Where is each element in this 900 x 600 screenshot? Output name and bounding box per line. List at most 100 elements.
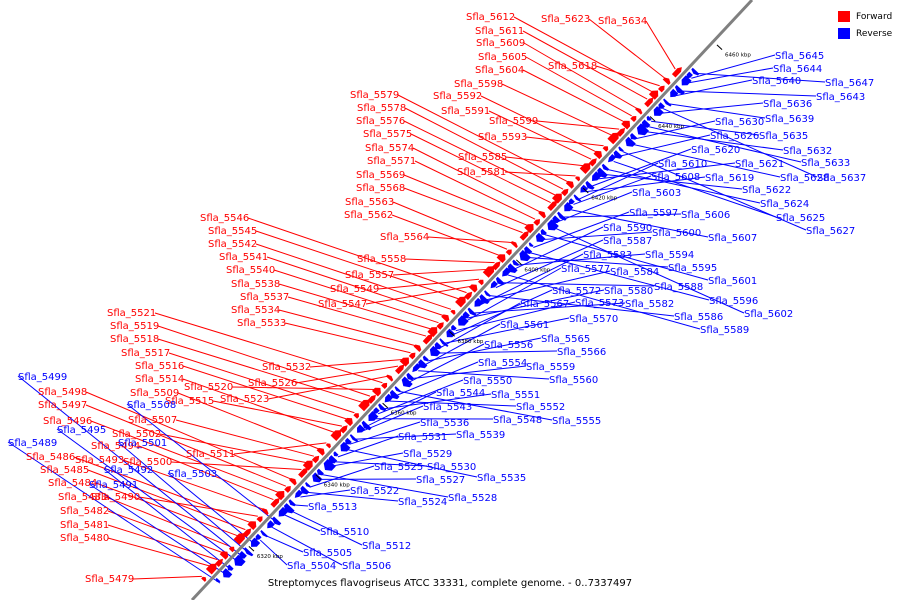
forward-leader-line: [255, 243, 452, 310]
reverse-gene-label: Sfla_5625: [776, 213, 825, 224]
forward-gene-label: Sfla_5511: [186, 449, 235, 460]
forward-leader-line: [138, 445, 274, 501]
reverse-gene-arrow: [467, 307, 477, 316]
reverse-gene-label: Sfla_5544: [436, 388, 485, 399]
forward-leader-line: [404, 107, 564, 190]
forward-leader-line: [175, 419, 315, 457]
forward-gene-label: Sfla_5618: [548, 61, 597, 72]
forward-gene-label: Sfla_5514: [135, 374, 184, 385]
forward-gene-arrow: [552, 193, 562, 204]
reverse-gene-arrow: [658, 102, 665, 109]
forward-gene-arrow: [644, 97, 654, 108]
reverse-leader-line: [398, 390, 553, 421]
reverse-leader-line: [328, 452, 404, 468]
reverse-gene-arrow: [340, 441, 351, 452]
reverse-leader-line: [345, 448, 478, 478]
reverse-gene-label: Sfla_5560: [549, 375, 598, 386]
reverse-leader-line: [337, 435, 399, 458]
reverse-gene-label: Sfla_5620: [691, 145, 740, 156]
forward-leader-line: [404, 258, 495, 264]
reverse-gene-label: Sfla_5597: [629, 208, 678, 219]
forward-leader-line: [182, 378, 336, 434]
reverse-leader-line: [472, 302, 626, 314]
reverse-gene-arrow: [429, 345, 441, 357]
reverse-gene-arrow: [333, 451, 339, 457]
forward-gene-arrow: [478, 279, 484, 286]
reverse-gene-label: Sfla_5525: [374, 462, 423, 473]
forward-leader-line: [525, 56, 632, 117]
forward-leader-line: [107, 524, 218, 561]
reverse-gene-label: Sfla_5601: [708, 276, 757, 287]
reverse-gene-arrow: [227, 564, 234, 571]
reverse-gene-arrow: [512, 259, 519, 266]
reverse-leader-line: [573, 175, 652, 205]
reverse-gene-label: Sfla_5536: [420, 418, 469, 429]
reverse-gene-label: Sfla_5622: [742, 185, 791, 196]
forward-gene-arrow: [455, 296, 466, 308]
forward-gene-arrow: [399, 357, 409, 367]
forward-leader-line: [392, 268, 489, 276]
forward-leader-line: [284, 322, 411, 354]
forward-gene-arrow: [228, 546, 235, 553]
reverse-leader-line: [117, 441, 249, 554]
forward-leader-line: [122, 459, 265, 511]
forward-leader-line: [403, 187, 523, 234]
reverse-leader-line: [658, 102, 764, 114]
reverse-leader-line: [443, 317, 570, 344]
forward-gene-arrow: [464, 291, 473, 300]
forward-gene-arrow: [524, 224, 534, 234]
reverse-leader-line: [606, 168, 761, 204]
forward-gene-arrow: [533, 219, 540, 226]
forward-leader-line: [309, 358, 405, 368]
forward-gene-label: Sfla_5557: [345, 270, 394, 281]
forward-gene-arrow: [671, 67, 682, 78]
axis-tick: [716, 44, 723, 51]
reverse-leader-line: [259, 539, 288, 566]
reverse-gene-arrow: [389, 389, 400, 400]
backbone-line: [190, 0, 754, 600]
legend-label-forward: Forward: [856, 11, 893, 22]
reverse-gene-label: Sfla_5596: [709, 296, 758, 307]
forward-gene-label: Sfla_5485: [40, 465, 89, 476]
reverse-gene-label: Sfla_5495: [57, 425, 106, 436]
reverse-gene-arrow: [674, 85, 685, 95]
reverse-gene-arrow: [507, 263, 518, 273]
forward-leader-line: [170, 461, 302, 471]
reverse-gene-label: Sfla_5524: [398, 497, 447, 508]
reverse-leader-line: [585, 176, 706, 193]
forward-gene-label: Sfla_5575: [363, 129, 412, 140]
reverse-gene-label: Sfla_5491: [89, 480, 138, 491]
reverse-gene-arrow: [255, 533, 262, 540]
reverse-gene-label: Sfla_5551: [491, 390, 540, 401]
forward-leader-line: [523, 42, 639, 110]
reverse-gene-label: Sfla_5608: [651, 172, 700, 183]
reverse-gene-label: Sfla_5595: [668, 263, 717, 274]
axis-tick: [248, 546, 255, 552]
forward-gene-arrow: [602, 146, 609, 152]
reverse-leader-line: [17, 375, 245, 559]
reverse-leader-line: [622, 151, 807, 231]
forward-gene-label: Sfla_5558: [357, 254, 406, 265]
forward-gene-label: Sfla_5479: [85, 574, 134, 585]
forward-gene-label: Sfla_5579: [350, 90, 399, 101]
forward-gene-arrow: [547, 200, 558, 211]
reverse-leader-line: [126, 403, 277, 523]
reverse-gene-label: Sfla_5527: [416, 475, 465, 486]
reverse-gene-arrow: [653, 106, 664, 116]
reverse-leader-line: [577, 162, 659, 201]
forward-gene-label: Sfla_5549: [330, 284, 379, 295]
forward-gene-arrow: [482, 266, 495, 278]
reverse-leader-line: [321, 474, 449, 498]
reverse-gene-label: Sfla_5621: [735, 159, 784, 170]
reverse-gene-label: Sfla_5559: [526, 362, 575, 373]
forward-gene-arrow: [201, 576, 207, 582]
forward-gene-label: Sfla_5576: [356, 116, 405, 127]
forward-gene-arrow: [284, 486, 291, 493]
reverse-gene-arrow: [401, 376, 413, 388]
forward-leader-line: [85, 404, 287, 487]
reverse-gene-label: Sfla_5628: [780, 173, 829, 184]
forward-leader-line: [488, 110, 592, 160]
forward-gene-label: Sfla_5500: [123, 457, 172, 468]
reverse-gene-arrow: [686, 71, 693, 79]
forward-leader-line: [278, 283, 433, 330]
